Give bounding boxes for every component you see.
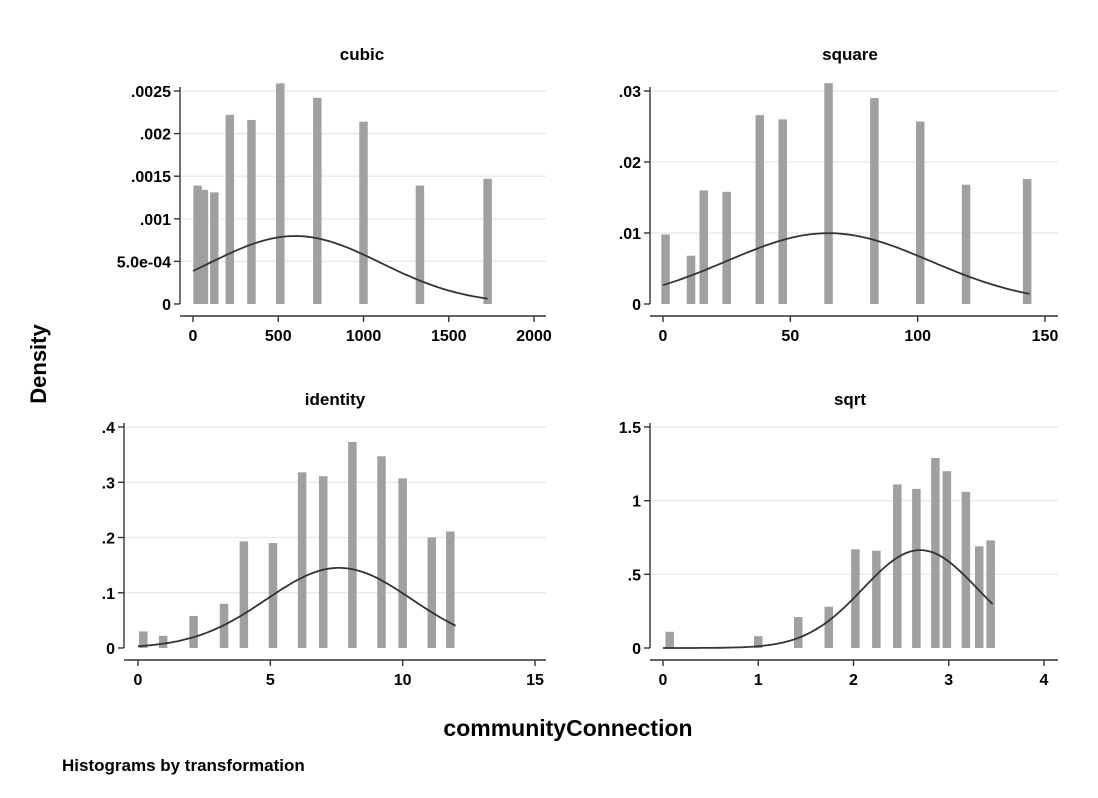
histogram-bar xyxy=(158,635,168,648)
y-tick-label: .01 xyxy=(619,226,641,243)
histogram-bar xyxy=(778,119,787,305)
histogram-bar xyxy=(319,476,328,648)
histogram-bar xyxy=(446,531,455,648)
x-tick-label: 0 xyxy=(659,328,668,345)
x-tick-label: 15 xyxy=(526,672,544,689)
histogram-bar xyxy=(912,488,921,648)
histogram-bar xyxy=(665,631,674,648)
histogram-bar xyxy=(754,636,763,648)
panel-square: square 0 .01 .02 .03 0 50 100 150 xyxy=(619,45,1059,345)
y-tick-label: .02 xyxy=(619,155,641,172)
histogram-bar xyxy=(276,83,285,304)
x-tick-label: 50 xyxy=(781,328,799,345)
histogram-bar xyxy=(239,541,249,648)
histogram-bar xyxy=(870,98,879,304)
panel-title: identity xyxy=(305,390,366,409)
y-tick-label: 5.0e-04 xyxy=(117,254,171,271)
histogram-bar xyxy=(824,606,833,648)
x-tick-label: 0 xyxy=(189,328,198,345)
histogram-bar xyxy=(986,540,995,648)
x-tick-label: 4 xyxy=(1040,672,1049,689)
x-tick-label: 2 xyxy=(849,672,858,689)
y-tick-label: .002 xyxy=(140,127,171,144)
normal-density-curve xyxy=(137,567,457,648)
histogram-bar xyxy=(915,121,925,304)
histogram-bar xyxy=(722,191,731,304)
histogram-bar xyxy=(377,456,386,648)
histogram-bar xyxy=(225,114,235,304)
x-tick-label: 1500 xyxy=(431,328,467,345)
histogram-bar xyxy=(348,441,357,648)
y-tick-label: 0 xyxy=(632,641,641,658)
y-tick-label: .4 xyxy=(102,420,115,437)
histogram-bar xyxy=(1022,179,1032,304)
y-tick-label: .0015 xyxy=(131,169,171,186)
histogram-bar xyxy=(755,115,765,304)
y-tick-label: .2 xyxy=(102,531,115,548)
histogram-bar xyxy=(661,234,670,304)
histogram-bar xyxy=(893,484,902,648)
panel-title: square xyxy=(822,45,878,64)
y-tick-label: 0 xyxy=(106,641,115,658)
y-tick-label: .5 xyxy=(628,567,641,584)
normal-density-curve xyxy=(663,549,994,649)
histogram-bar xyxy=(398,478,407,648)
normal-density-curve xyxy=(662,232,1030,295)
y-tick-label: .3 xyxy=(102,475,115,492)
histogram-bar xyxy=(247,119,256,304)
y-axis-label: Density xyxy=(26,324,51,404)
histogram-bar xyxy=(189,615,198,648)
histogram-bar xyxy=(851,549,860,648)
y-tick-label: 0 xyxy=(162,297,171,314)
panel-sqrt: sqrt 0 .5 1 1.5 0 1 2 3 4 xyxy=(619,390,1058,689)
panel-identity: identity 0 .1 .2 .3 .4 0 5 10 15 xyxy=(102,390,546,689)
histogram-bar xyxy=(974,546,984,648)
x-tick-label: 150 xyxy=(1032,328,1059,345)
histogram-bar xyxy=(193,185,202,304)
histogram-bar xyxy=(699,190,708,304)
y-tick-label: 0 xyxy=(632,297,641,314)
x-tick-label: 100 xyxy=(904,328,931,345)
histogram-bar xyxy=(872,550,881,648)
x-tick-label: 3 xyxy=(944,672,953,689)
histogram-bar xyxy=(824,83,833,304)
x-tick-label: 1 xyxy=(754,672,763,689)
histogram-bar xyxy=(686,255,696,304)
histogram-bar xyxy=(415,185,425,304)
histogram-bar xyxy=(427,537,437,648)
x-tick-label: 0 xyxy=(659,672,668,689)
x-tick-label: 1000 xyxy=(346,328,382,345)
figure-note: Histograms by transformation xyxy=(62,756,305,775)
y-tick-label: .0025 xyxy=(131,84,171,101)
x-tick-label: 0 xyxy=(134,672,143,689)
x-axis-label: communityConnection xyxy=(443,715,692,741)
y-tick-label: .03 xyxy=(619,84,641,101)
histogram-bar xyxy=(313,97,322,304)
histogram-bar xyxy=(139,631,148,648)
x-tick-label: 500 xyxy=(265,328,292,345)
panel-cubic: cubic 0 5.0e-04 .001 .0015 .002 .0025 0 500 1000 1… xyxy=(117,45,552,345)
y-tick-label: 1.5 xyxy=(619,420,641,437)
histogram-bar xyxy=(297,472,307,648)
y-tick-label: .1 xyxy=(102,586,115,603)
y-tick-label: .001 xyxy=(140,212,171,229)
histogram-bar xyxy=(483,178,492,304)
histogram-bar xyxy=(961,491,971,648)
histogram-bar xyxy=(359,121,368,304)
histogram-bar xyxy=(199,189,209,304)
panel-title: sqrt xyxy=(834,390,866,409)
histogram-bar xyxy=(794,617,803,648)
x-tick-label: 2000 xyxy=(516,328,552,345)
x-tick-label: 5 xyxy=(266,672,275,689)
y-tick-label: 1 xyxy=(632,494,641,511)
histogram-bar xyxy=(210,192,219,304)
normal-density-curve xyxy=(192,235,488,300)
x-tick-label: 10 xyxy=(394,672,412,689)
panel-title: cubic xyxy=(340,45,384,64)
histogram-bar xyxy=(961,184,971,304)
